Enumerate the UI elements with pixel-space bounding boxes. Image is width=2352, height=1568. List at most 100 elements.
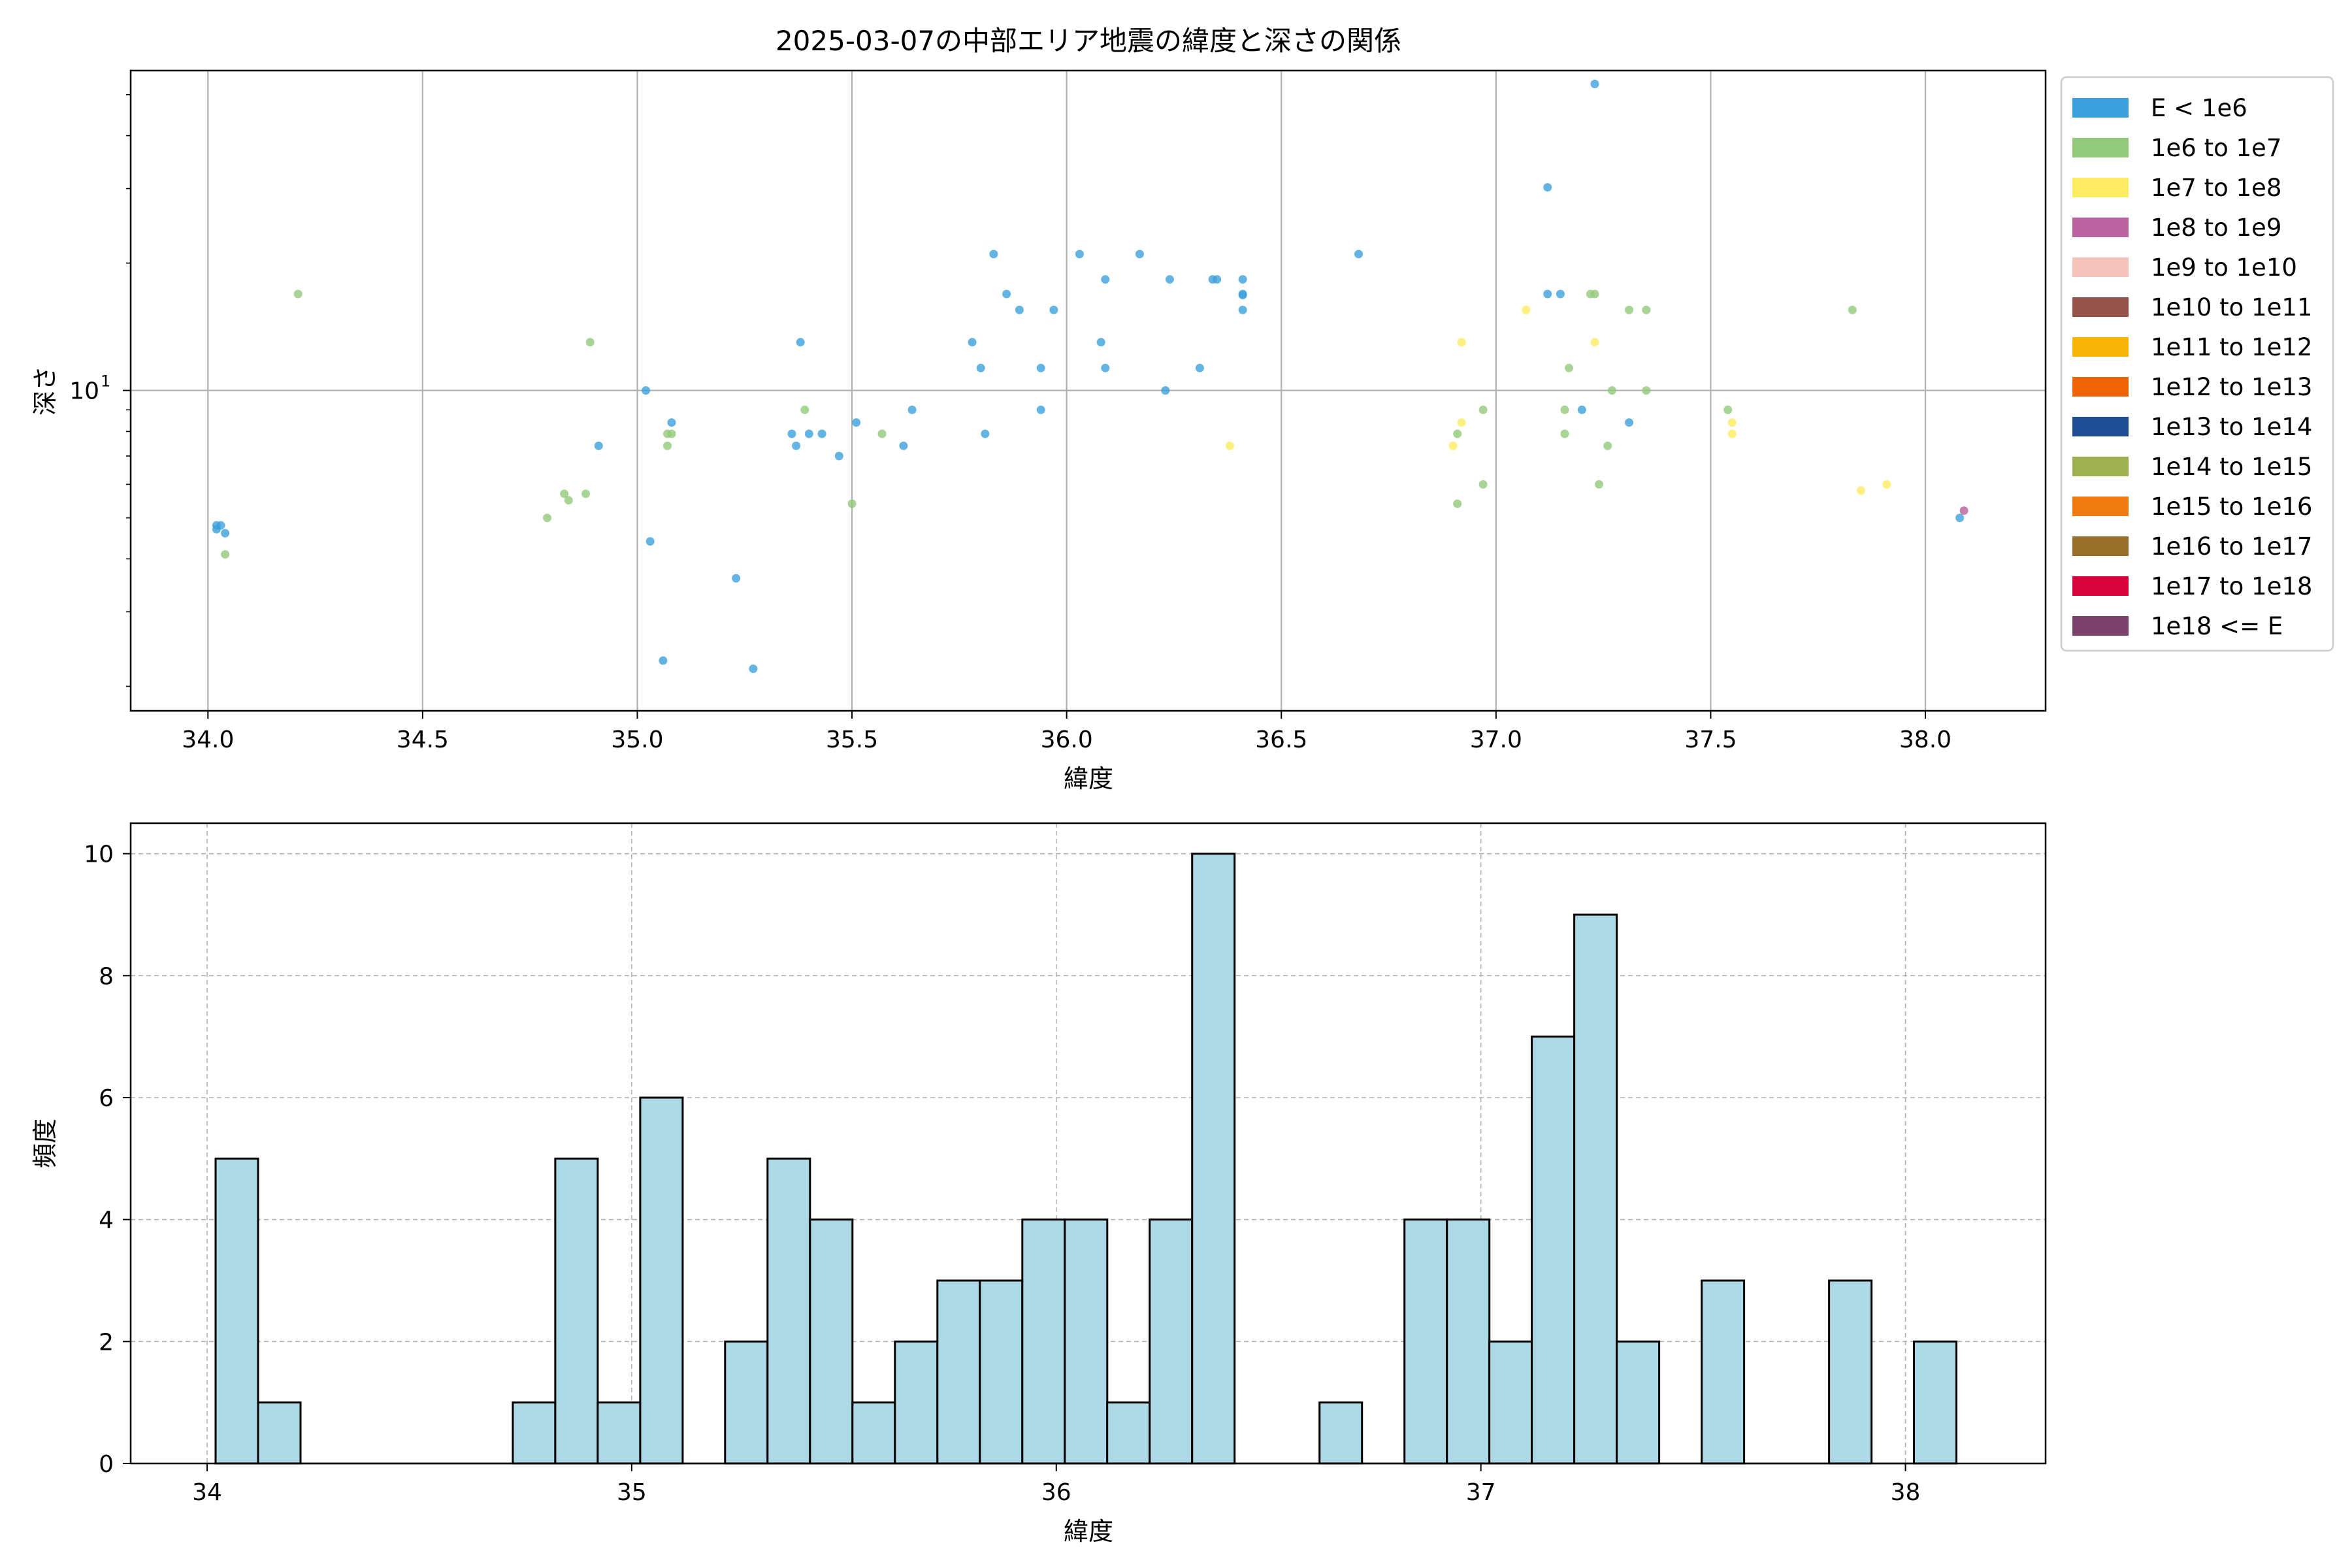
legend-entry-label: 1e18 <= E [2151,612,2283,640]
legend-entry-label: 1e6 to 1e7 [2151,134,2281,162]
histogram-bar [936,1279,981,1465]
histogram-x-tick-label: 38 [1891,1479,1921,1506]
scatter-point [1560,429,1569,438]
scatter-point [667,429,676,438]
scatter-point [1603,441,1612,450]
histogram-bar [639,1096,684,1465]
scatter-point [216,521,225,530]
scatter-point [834,451,843,461]
scatter-x-tick-label: 37.0 [1470,727,1522,753]
histogram-bar [766,1157,811,1465]
legend-entry-label: 1e11 to 1e12 [2151,333,2312,361]
histogram-y-tick-label: 6 [99,1085,114,1112]
histogram-bar [1488,1340,1533,1465]
histogram-y-tick-label: 0 [99,1451,114,1478]
legend-entry-label: E < 1e6 [2151,94,2247,122]
scatter-point [1478,405,1488,414]
scatter-point [581,489,591,498]
histogram-y-tick-label: 4 [99,1207,114,1234]
scatter-x-tick-label: 35.0 [611,727,663,753]
scatter-point [1543,289,1552,299]
legend-entry-label: 1e10 to 1e11 [2151,293,2312,321]
scatter-point [1642,386,1651,395]
scatter-point [800,405,809,414]
scatter-point [749,664,758,674]
scatter-point [1642,305,1651,314]
histogram-y-tick-label: 8 [99,963,114,990]
histogram-subplot: 34 35 36 37 38 0 2 4 6 8 10 緯度 頻度 [31,822,2047,1546]
histogram-x-axis-label: 緯度 [1064,1517,1113,1546]
scatter-point [1238,291,1247,300]
histogram-bar [512,1401,557,1465]
histogram-bar [851,1401,896,1465]
histogram-bar [1913,1340,1957,1465]
scatter-point [1590,80,1599,88]
scatter-point [1195,363,1204,372]
legend-swatch [2072,497,2129,516]
legend-entry-label: 1e16 to 1e17 [2151,532,2312,561]
scatter-x-tick-label: 35.5 [826,727,878,753]
scatter-point [989,250,998,259]
histogram-bars [214,853,1957,1465]
scatter-point [877,429,887,438]
histogram-bar [1021,1218,1066,1465]
scatter-points [212,80,1968,674]
legend-swatch [2072,297,2129,317]
histogram-x-tick-label: 35 [617,1479,647,1506]
scatter-point [1457,418,1466,427]
scatter-point [787,429,796,438]
scatter-x-ticks: 34.0 34.5 35.0 35.5 36.0 36.5 37.0 37.5 38.0 [182,711,1952,753]
scatter-point [1075,250,1084,259]
scatter-title: 2025-03-07の中部エリア地震の緯度と深さの関係 [776,25,1401,57]
scatter-point [796,338,805,347]
scatter-point [1225,441,1234,450]
histogram-bar [1149,1218,1194,1465]
scatter-point [852,418,861,427]
scatter-point [1595,480,1603,489]
scatter-x-tick-label: 37.5 [1684,727,1737,753]
scatter-x-tick-label: 38.0 [1899,727,1952,753]
histogram-bar [979,1279,1024,1465]
scatter-point [1101,275,1110,284]
scatter-point [642,386,651,395]
histogram-bar [1573,913,1618,1465]
scatter-point [1015,305,1024,314]
legend-swatch [2072,377,2129,397]
histogram-bar [1106,1401,1151,1465]
legend-entry-label: 1e9 to 1e10 [2151,253,2297,282]
scatter-point [1002,289,1011,299]
scatter-point [293,289,302,299]
scatter-point [1238,275,1247,284]
histogram-x-tick-label: 37 [1466,1479,1496,1506]
histogram-bar [724,1340,769,1465]
legend-entry-label: 1e14 to 1e15 [2151,453,2312,481]
scatter-point [659,656,668,665]
scatter-point [1478,480,1488,489]
scatter-point [1625,305,1633,314]
scatter-point [1354,250,1363,259]
histogram-bar [1318,1401,1364,1465]
scatter-point [585,338,595,347]
scatter-point [1882,480,1891,489]
scatter-point [907,405,917,414]
legend-swatch [2072,98,2129,118]
scatter-point [968,338,977,347]
legend-swatch [2072,178,2129,197]
scatter-point [564,496,573,505]
scatter-point [847,499,857,508]
histogram-y-ticks: 0 2 4 6 8 10 [84,841,131,1478]
scatter-x-tick-label: 36.0 [1041,727,1093,753]
scatter-point [1590,338,1599,347]
scatter-point [981,429,990,438]
histogram-y-tick-label: 10 [84,841,114,868]
scatter-point [1101,363,1110,372]
scatter-point [1848,305,1857,314]
histogram-x-ticks: 34 35 36 37 38 [192,1463,1920,1506]
legend: E < 1e6 1e6 to 1e7 1e7 to 1e8 1e8 to 1e9 1e9… [2060,76,2334,652]
scatter-point [1049,305,1058,314]
histogram-bar [257,1401,302,1465]
histogram-bar [554,1157,599,1465]
scatter-point [1161,386,1170,395]
scatter-point [1560,405,1569,414]
